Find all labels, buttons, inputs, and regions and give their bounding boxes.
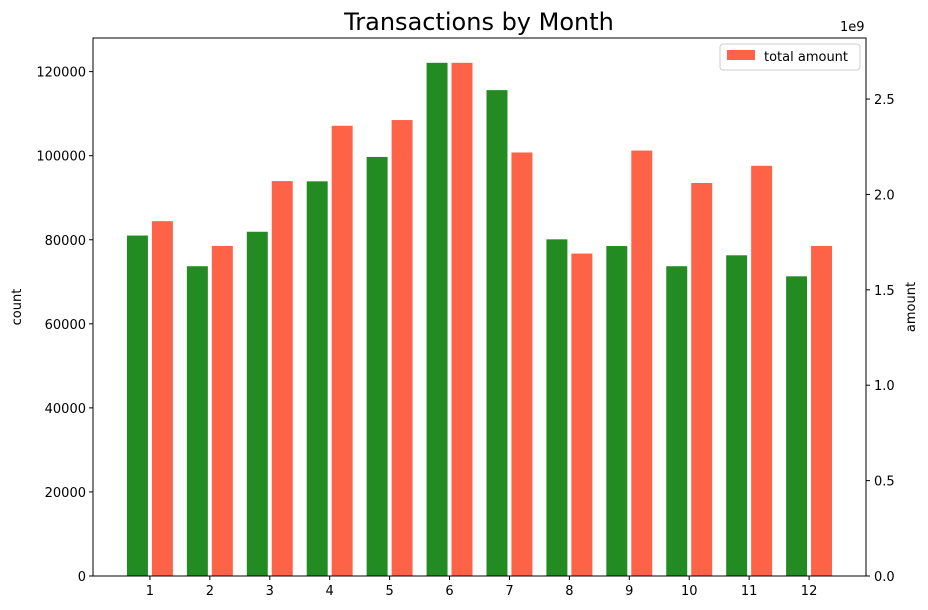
bars-layer: [126, 62, 833, 577]
bar-count-3: [246, 231, 268, 576]
bar-count-12: [786, 276, 808, 576]
y-right-tick-label: 0.5: [874, 475, 895, 490]
bar-count-9: [606, 246, 628, 577]
axes-layer: 1 2 3 4 5 6 7 8 9 10 11 120200004000060000800001000…: [36, 37, 895, 599]
bar-amount-8: [571, 253, 593, 576]
x-tick-label-4: 4: [326, 584, 334, 599]
y-right-tick-label: 0.0: [874, 570, 895, 585]
y-right-tick-label: 1.0: [874, 379, 895, 394]
x-tick-label-3: 3: [266, 584, 274, 599]
y-axis-label-right: amount: [904, 282, 919, 332]
bar-amount-2: [211, 245, 233, 576]
y-left-tick-label: 60000: [45, 318, 86, 333]
x-tick-label-1: 1: [146, 584, 154, 599]
x-tick-label-2: 2: [206, 584, 214, 599]
x-tick-label-7: 7: [505, 584, 513, 599]
legend-swatch: [727, 50, 755, 60]
y-right-tick-label: 2.0: [874, 188, 895, 203]
bar-amount-9: [631, 150, 653, 576]
x-tick-label-6: 6: [445, 584, 453, 599]
bar-amount-3: [271, 181, 293, 576]
bar-count-11: [726, 255, 748, 577]
bar-amount-12: [811, 245, 833, 576]
bar-amount-4: [331, 125, 353, 576]
x-tick-label-5: 5: [385, 584, 393, 599]
bar-count-5: [366, 156, 388, 576]
bar-count-10: [666, 266, 688, 576]
bar-count-2: [186, 266, 208, 576]
plot-frame: [92, 37, 867, 577]
y-left-tick-label: 0: [78, 570, 86, 585]
y-axis-label-left: count: [10, 289, 25, 326]
y-left-tick-label: 20000: [45, 486, 86, 501]
x-tick-label-11: 11: [741, 584, 758, 599]
legend: total amount: [719, 43, 861, 71]
bar-amount-7: [511, 152, 533, 576]
bar-amount-5: [391, 120, 413, 576]
x-tick-label-8: 8: [565, 584, 573, 599]
x-tick-label-12: 12: [801, 584, 818, 599]
x-tick-label-9: 9: [625, 584, 633, 599]
legend-label: total amount: [764, 50, 848, 65]
y-left-tick-label: 120000: [36, 66, 86, 81]
y-left-tick-label: 40000: [45, 402, 86, 417]
y-left-tick-label: 100000: [36, 150, 86, 165]
y-axis-scale-label-right: 1e9: [840, 20, 865, 35]
y-left-tick-label: 80000: [45, 234, 86, 249]
y-right-tick-label: 1.5: [874, 284, 895, 299]
bar-count-1: [126, 235, 148, 577]
bar-count-6: [426, 62, 448, 577]
bar-amount-1: [151, 221, 173, 576]
bar-count-8: [546, 239, 568, 576]
bar-amount-6: [451, 62, 473, 577]
y-right-tick-label: 2.5: [874, 93, 895, 108]
bar-count-7: [486, 90, 508, 577]
chart-title: Transactions by Month: [343, 8, 614, 36]
x-tick-label-10: 10: [681, 584, 698, 599]
bar-amount-11: [751, 165, 773, 576]
bar-amount-10: [691, 182, 713, 577]
bar-count-4: [306, 181, 328, 576]
